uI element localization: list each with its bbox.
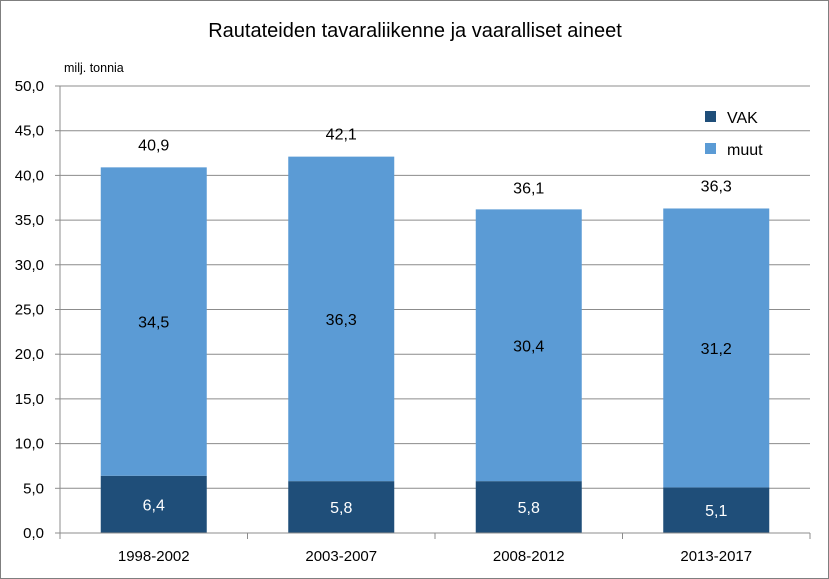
y-tick-label: 30,0: [15, 257, 44, 274]
data-label-muut: 36,3: [326, 312, 357, 329]
total-label: 36,1: [513, 180, 544, 197]
axes: 0,0 5,0 10,0 15,0 20,0 25,0 30,0 35,0 40,0 45,0 50…: [15, 78, 811, 565]
y-tick-label: 5,0: [23, 480, 44, 497]
y-tick-label: 45,0: [15, 123, 44, 140]
bar-segment-muut: [663, 208, 770, 488]
data-label-vak: 5,8: [518, 500, 540, 517]
y-tick-label: 25,0: [15, 302, 44, 319]
bar-segment-vak: [475, 481, 582, 533]
bar-segment-vak: [663, 487, 770, 533]
legend-label-vak: VAK: [727, 110, 758, 127]
total-label: 42,1: [326, 127, 357, 144]
y-tick-label: 0,0: [23, 525, 44, 542]
data-label-muut: 34,5: [138, 315, 169, 332]
data-labels: 6,4 34,5 40,9 5,8 36,3 42,1 5,8 30,4 36,1 5,1 31,2…: [138, 127, 732, 521]
x-tick-label: 2008-2012: [493, 548, 565, 565]
data-label-muut: 31,2: [701, 341, 732, 358]
x-tick-label: 1998-2002: [118, 548, 190, 565]
y-tick-label: 50,0: [15, 78, 44, 95]
bar-segment-muut: [288, 156, 395, 482]
bar-segment-vak: [100, 475, 207, 533]
y-tick-label: 20,0: [15, 346, 44, 363]
bar-segment-muut: [475, 209, 582, 482]
legend-swatch-vak: [705, 111, 716, 122]
total-label: 36,3: [701, 178, 732, 195]
bars: [100, 156, 770, 533]
bar-segment-vak: [288, 481, 395, 533]
data-label-vak: 5,8: [330, 500, 352, 517]
legend-label-muut: muut: [727, 142, 763, 159]
y-tick-label: 10,0: [15, 436, 44, 453]
legend: VAK muut: [705, 110, 763, 159]
data-label-vak: 6,4: [143, 497, 165, 514]
legend-swatch-muut: [705, 143, 716, 154]
total-label: 40,9: [138, 137, 169, 154]
data-label-vak: 5,1: [705, 503, 727, 520]
y-tick-label: 35,0: [15, 212, 44, 229]
y-axis-unit-label: milj. tonnia: [64, 61, 124, 75]
x-tick-label: 2003-2007: [305, 548, 377, 565]
chart-title: Rautateiden tavaraliikenne ja vaarallise…: [208, 20, 622, 42]
bar-segment-muut: [100, 167, 207, 476]
y-tick-label: 15,0: [15, 391, 44, 408]
y-tick-label: 40,0: [15, 167, 44, 184]
x-tick-label: 2013-2017: [680, 548, 752, 565]
data-label-muut: 30,4: [513, 338, 544, 355]
